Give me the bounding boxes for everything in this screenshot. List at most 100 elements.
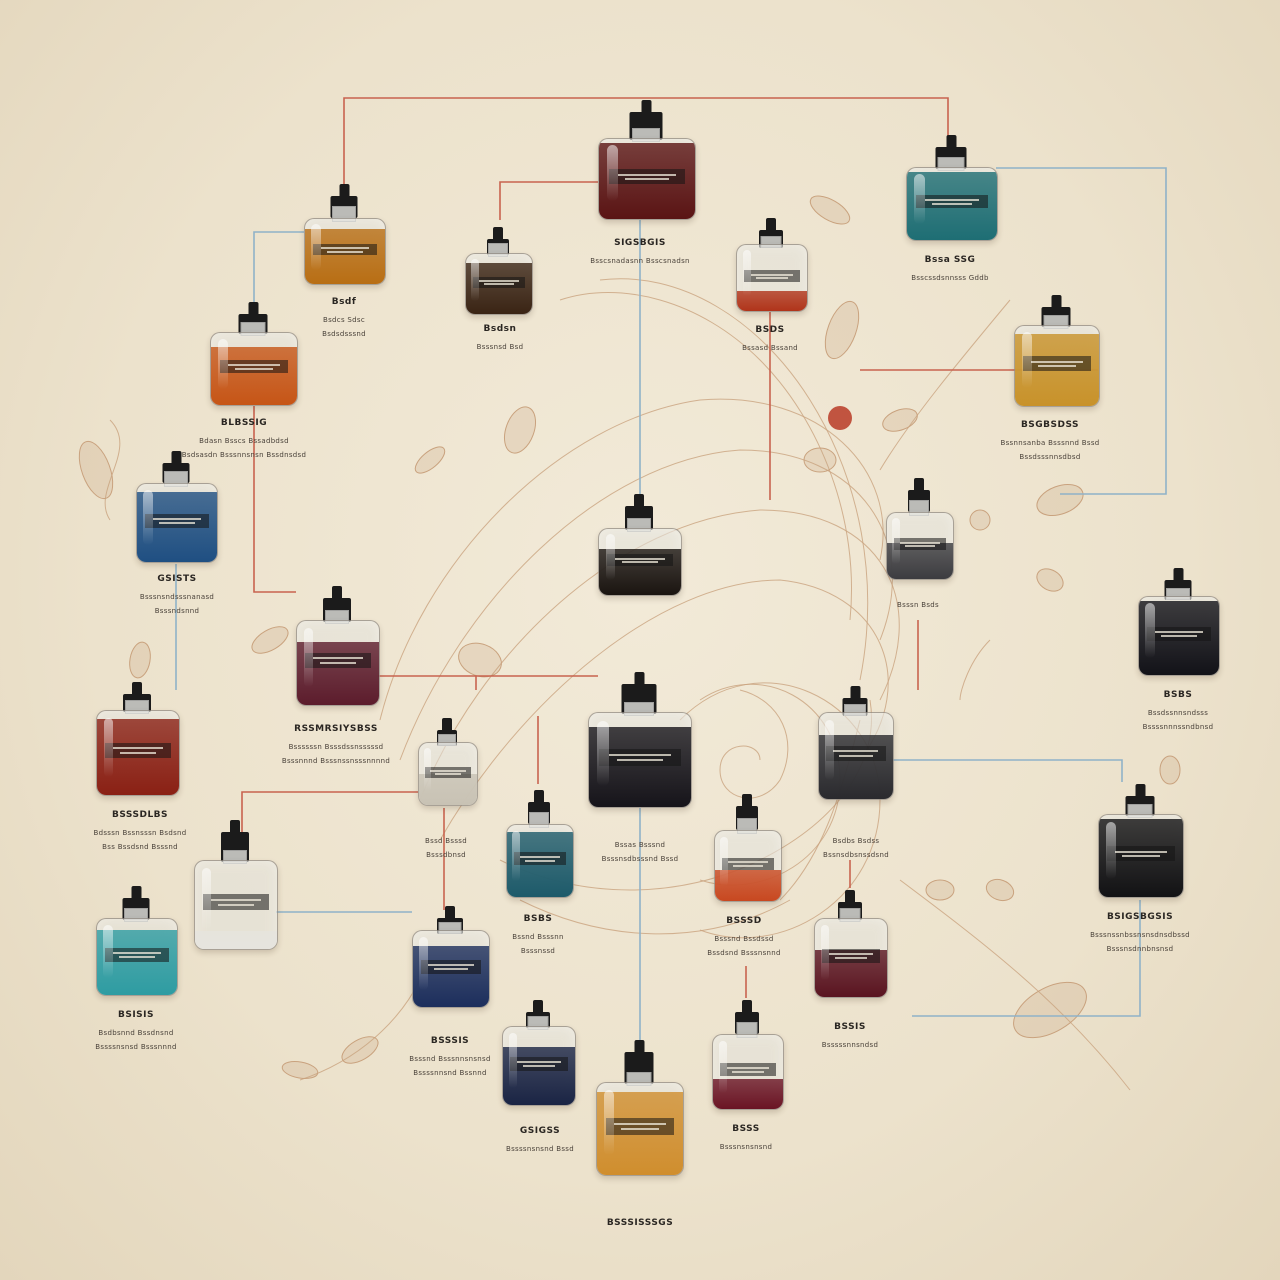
caption-line: Bsssnnnd Bsssnssnsssnnnnd: [281, 757, 391, 765]
caption-line: Bssnnsanba Bsssnnd Bssd: [1000, 439, 1100, 447]
bottle-shine: [471, 258, 480, 301]
bottle-caption: BSSSDLBS Bdsssn Bssnsssn Bsdsnd Bss Bssdsn…: [93, 810, 186, 851]
bottle-body: [1138, 596, 1220, 676]
bottle-shine: [742, 250, 751, 297]
bottle-body: [96, 710, 180, 796]
caption-title: GSISTS: [157, 574, 197, 584]
swirl-line: [559, 292, 853, 621]
leaf-ornament: [969, 509, 991, 531]
leaf-ornament: [1013, 981, 1087, 1039]
caption-line: Bdsssn Bssnsssn Bsdsnd: [93, 829, 187, 837]
bottle-shine: [892, 518, 901, 565]
bottle-label: [721, 857, 775, 871]
connector-line: [241, 791, 418, 842]
bottle-caption: Bsdbs Bsdss Bssnsdbsnssdsnd: [823, 828, 889, 859]
bottle-shine: [311, 224, 321, 270]
caption-line: Bsssnd Bsssnnsnsnsd: [409, 1055, 491, 1063]
leaf-ornament: [503, 406, 537, 454]
bottle-label: [744, 270, 800, 282]
caption-title: BSGBSDSS: [1020, 420, 1080, 430]
caption-title: BSSSISSSGS: [606, 1218, 674, 1228]
caption-line: Bssd Bsssd: [425, 837, 467, 845]
caption-title: BSSS: [732, 1124, 760, 1134]
bottle-small-dark: [465, 210, 533, 315]
bottle-body: [1014, 325, 1100, 407]
caption-title: BSBS: [523, 914, 553, 924]
caption-title: RSSMRSIYSBSS: [294, 724, 378, 734]
caption-title: BSSSIS: [430, 1036, 470, 1046]
leaf-ornament: [458, 642, 502, 678]
caption-line: Bssssnsnsnd Bssd: [505, 1145, 575, 1153]
bottle-caption: BSDS Bssasd Bssand: [742, 325, 798, 352]
bottle-shine: [512, 830, 521, 882]
bottle-shine: [201, 868, 212, 930]
caption-title: BSSSD: [726, 916, 762, 926]
bottle-shine: [603, 1090, 615, 1155]
bottle-shine: [914, 173, 925, 225]
bottle-body: [136, 483, 218, 563]
bottle-shine: [718, 1040, 727, 1093]
caption-line: Bsscsnadasnn Bsscsnadsn: [590, 257, 690, 265]
bottle-shine: [508, 1033, 518, 1088]
leaf-ornament: [129, 641, 151, 679]
caption-line: Bsssssnnsndsd: [821, 1041, 879, 1049]
caption-line: Bsssnd Bssdssd: [714, 935, 774, 943]
bottle-teal-bottom-left: [96, 884, 178, 996]
bottle-caption: BSBS Bssdssnnsndsss Bssssnnnssndbnsd: [1143, 690, 1214, 731]
bottle-caption: BSBS Bssnd Bsssnn Bsssnssd: [512, 914, 563, 955]
bottle-smoke-center-left: [418, 716, 478, 806]
bottle-burgundy-left: [296, 586, 380, 706]
swirl-line: [379, 398, 884, 721]
bottle-body: [886, 512, 954, 580]
bottle-body: [596, 1082, 684, 1176]
bottle-shine: [1021, 332, 1032, 389]
bottle-label: [203, 894, 269, 911]
bottle-teal-small: [506, 786, 574, 898]
bottle-label: [105, 947, 169, 962]
bottle-label: [608, 169, 686, 184]
bottle-amber-bottom: [596, 1040, 684, 1176]
bottle-body: [1098, 814, 1184, 898]
caption-title: Bsdf: [331, 297, 357, 307]
bottle-liquid: [737, 291, 807, 311]
swirl-line: [439, 579, 889, 841]
bottle-body: [412, 930, 490, 1008]
bottle-burgundy-right: [814, 888, 888, 998]
caption-line: Bssssssn Bsssdssnsssssd: [288, 743, 384, 751]
caption-title: BSSIS: [834, 1022, 866, 1032]
bottle-red-black-left: [96, 684, 180, 796]
caption-line: Bssssnnsnd Bssnnd: [413, 1069, 487, 1077]
bottle-black-far-right: [1098, 784, 1184, 898]
bottle-top-center: [598, 80, 696, 220]
caption-title: SIGSBGIS: [614, 238, 666, 248]
caption-line: Bsdsasdn Bsssnnsnsn Bssdnsdsd: [181, 451, 307, 459]
bottle-label: [105, 742, 171, 759]
swirl-line: [419, 509, 900, 801]
bottle-body: [502, 1026, 576, 1106]
caption-line: Bsssnssnbssnsnsdnsdbssd: [1090, 931, 1190, 939]
bottle-caption: Bsdsn Bsssnsd Bsd: [477, 324, 524, 351]
connector-line: [996, 167, 1167, 495]
bottle-label: [513, 852, 567, 866]
bottle-caption: BSSIS Bsssssnnsndsd: [822, 1022, 878, 1049]
caption-line: Bsdcs Sdsc: [323, 316, 365, 324]
bottle-body: [465, 253, 533, 315]
bottle-label: [822, 948, 880, 963]
caption-line: Bsssnsd Bsd: [476, 343, 524, 351]
leaf-ornament: [824, 300, 860, 360]
bottle-grey-right: [818, 690, 894, 800]
leaf-ornament: [251, 626, 289, 654]
bottle-label: [605, 1117, 675, 1135]
swirl-line: [599, 278, 869, 681]
bottle-label: [424, 766, 472, 778]
caption-title: GSIGSS: [519, 1126, 561, 1136]
bottle-liquid: [195, 931, 277, 949]
bottle-label: [145, 513, 209, 528]
bottle-label: [420, 959, 482, 974]
bottle-caption: BSSSISSSGS: [607, 1218, 673, 1228]
bottle-shine: [419, 937, 429, 991]
bottle-label: [510, 1056, 568, 1071]
caption-title: Bssa SSG: [924, 255, 976, 265]
bottle-caption: BSIGSBGSIS Bsssnssnbssnsnsdnsdbssd Bsssnsd…: [1090, 912, 1190, 953]
